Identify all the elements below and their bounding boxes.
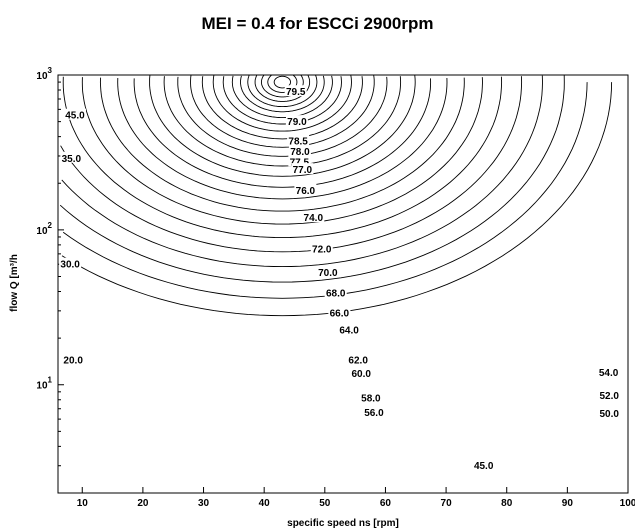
contour-label: 45.0 xyxy=(65,111,85,122)
contour-line xyxy=(133,78,432,188)
contour-label-bg xyxy=(302,211,325,223)
y-tick-label: 103 xyxy=(36,66,52,82)
contour-label: 77.5 xyxy=(290,157,310,168)
contour-label: 74.0 xyxy=(304,213,324,224)
x-tick-label: 100 xyxy=(620,498,635,509)
contour-label: 62.0 xyxy=(348,355,368,366)
contour-label-bg xyxy=(316,266,339,278)
contour-label-bg xyxy=(324,286,347,298)
contour-line xyxy=(81,77,483,225)
contour-label: 30.0 xyxy=(60,260,80,271)
contour-line xyxy=(62,76,503,239)
contour-line xyxy=(240,75,325,113)
x-tick-label: 20 xyxy=(137,498,149,509)
contour-label-bg xyxy=(60,151,83,163)
contour-label: 52.0 xyxy=(599,391,619,402)
contour-label: 50.0 xyxy=(599,409,619,420)
contour-label: 72.0 xyxy=(312,245,332,256)
contour-label-bg xyxy=(598,389,621,401)
contour-label-bg xyxy=(284,85,307,97)
contour-line xyxy=(163,76,402,167)
contour-label-bg xyxy=(288,155,311,167)
contour-label: 77.0 xyxy=(293,165,313,176)
contour-label-bg xyxy=(59,257,82,269)
contour-label: 56.0 xyxy=(364,408,384,419)
contour-line xyxy=(149,75,416,177)
contour-label: 70.0 xyxy=(318,268,338,279)
chart-title: MEI = 0.4 for ESCCi 2900rpm xyxy=(201,14,434,33)
contour-label-bg xyxy=(291,163,314,175)
contour-line xyxy=(190,75,375,148)
x-axis-ticks: 10 20 30 40 50 60 70 80 90 100 xyxy=(57,487,635,509)
contour-label: 45.0 xyxy=(474,461,494,472)
contour-line xyxy=(212,75,352,132)
contour-label: 60.0 xyxy=(351,369,371,380)
contour-label: 66.0 xyxy=(330,309,350,320)
contour-label-bg xyxy=(347,353,370,365)
contour-label-bg xyxy=(597,365,620,377)
contour-label: 78.0 xyxy=(290,147,310,158)
contour-label: 79.5 xyxy=(286,87,306,98)
x-tick-label: 60 xyxy=(380,498,392,509)
y-axis-ticks: 101 102 103 xyxy=(36,66,64,494)
contour-line xyxy=(61,82,613,317)
contour-line xyxy=(177,76,388,157)
contour-line xyxy=(99,77,465,212)
y-axis-label: flow Q [m³/h xyxy=(9,254,20,312)
contour-label: 20.0 xyxy=(63,355,83,366)
x-tick-label: 70 xyxy=(441,498,453,509)
x-tick-label: 50 xyxy=(319,498,331,509)
contour-label-bg xyxy=(310,242,333,254)
contour-label-bg xyxy=(328,306,351,318)
contour-label: 54.0 xyxy=(599,368,619,379)
contour-line xyxy=(62,82,588,299)
contour-line xyxy=(247,75,318,108)
contour-label-bg xyxy=(598,407,621,419)
contour-label-bg xyxy=(338,323,361,335)
contour-line xyxy=(231,75,333,119)
y-tick-label: 102 xyxy=(36,221,52,237)
contour-label-bg xyxy=(294,183,317,195)
contour-labels: 79.5 79.0 78.578.077.577.0 76.0 74.0 72.0 70.0… xyxy=(59,85,621,472)
contour-label-bg xyxy=(288,145,311,157)
contour-label-bg xyxy=(287,134,310,146)
contour-line xyxy=(222,76,342,125)
contour-line xyxy=(117,77,448,200)
contour-label: 64.0 xyxy=(339,326,359,337)
x-tick-label: 80 xyxy=(501,498,513,509)
contour-label-bg xyxy=(359,391,382,403)
contour-label-bg xyxy=(285,115,308,127)
contour-label-bg xyxy=(63,108,86,120)
contour-label: 58.0 xyxy=(361,394,381,405)
x-tick-label: 30 xyxy=(198,498,210,509)
contour-label: 68.0 xyxy=(326,289,346,300)
contour-lines xyxy=(59,74,613,317)
contour-line xyxy=(201,76,363,140)
x-tick-label: 10 xyxy=(77,498,89,509)
contour-label: 76.0 xyxy=(296,186,316,197)
contour-label-bg xyxy=(350,367,373,379)
contour-line xyxy=(59,75,565,283)
contour-line xyxy=(61,75,543,268)
plot-frame xyxy=(57,74,629,494)
contour-label: 79.0 xyxy=(287,117,307,128)
x-tick-label: 40 xyxy=(259,498,271,509)
x-tick-label: 90 xyxy=(562,498,574,509)
contour-label: 78.5 xyxy=(288,136,308,147)
y-tick-label: 101 xyxy=(36,376,52,392)
x-axis-label: specific speed ns [rpm] xyxy=(287,518,399,529)
contour-label: 35.0 xyxy=(62,154,82,165)
contour-label-bg xyxy=(62,353,85,365)
contour-label-bg xyxy=(472,459,495,471)
contour-label-bg xyxy=(362,406,385,418)
